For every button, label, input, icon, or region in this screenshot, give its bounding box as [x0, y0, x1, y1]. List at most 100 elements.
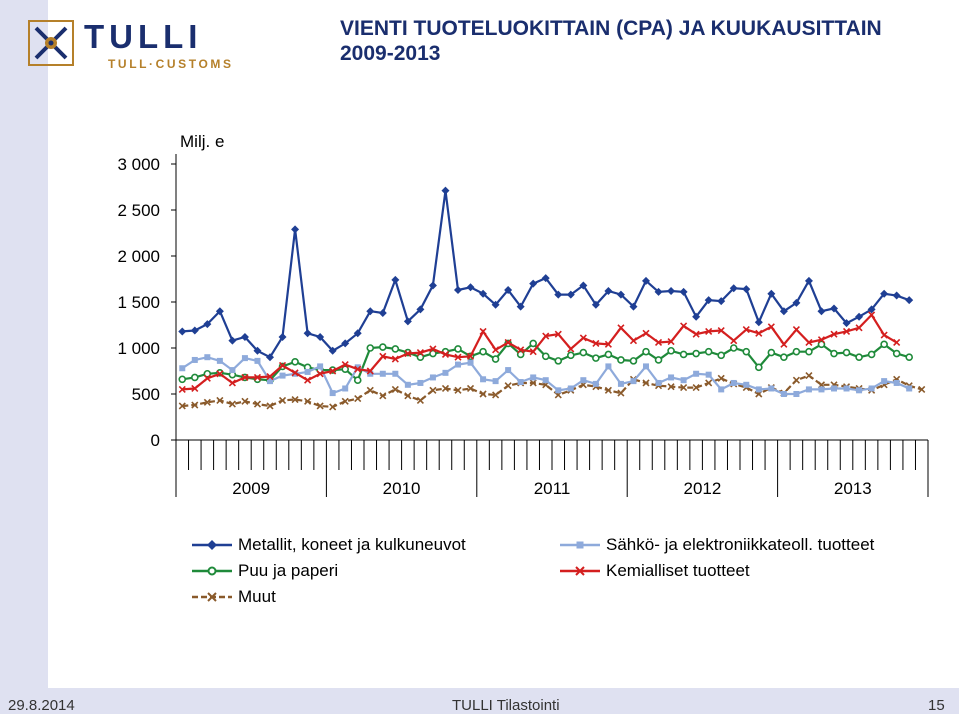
- data-point: [178, 402, 186, 410]
- data-point: [705, 379, 713, 387]
- data-point: [416, 396, 424, 405]
- legend-item-sahko: Sähkö- ja elektroniikkateoll. tuotteet: [560, 534, 874, 556]
- data-point: [742, 285, 751, 294]
- data-point: [817, 307, 826, 316]
- data-point: [341, 360, 349, 369]
- data-point: [868, 311, 876, 319]
- data-point: [466, 283, 475, 292]
- data-point: [742, 326, 750, 334]
- data-point: [554, 357, 563, 365]
- data-point: [830, 349, 838, 358]
- data-point: [455, 361, 461, 368]
- data-point: [881, 378, 888, 385]
- data-point: [754, 318, 763, 327]
- logo-subtitle: TULL·CUSTOMS: [108, 57, 234, 71]
- data-point: [867, 350, 876, 359]
- legend-marker-diamond-icon: [192, 540, 232, 550]
- legend-label: Sähkö- ja elektroniikkateoll. tuotteet: [606, 535, 875, 554]
- data-point: [228, 379, 236, 387]
- legend-marker-x-icon: [560, 566, 600, 576]
- left-decor-bar: [0, 0, 48, 714]
- data-point: [429, 374, 436, 381]
- data-point: [855, 324, 863, 332]
- data-point: [617, 356, 625, 364]
- data-point: [529, 279, 538, 288]
- data-point: [704, 347, 713, 356]
- data-point: [805, 372, 813, 380]
- data-point: [441, 350, 450, 359]
- data-point: [642, 347, 650, 356]
- data-point: [203, 369, 212, 378]
- data-point: [228, 336, 237, 345]
- data-point: [266, 353, 274, 362]
- data-point: [580, 377, 587, 384]
- data-point: [517, 346, 525, 354]
- data-point: [630, 378, 637, 385]
- data-point: [779, 307, 788, 316]
- data-point: [767, 289, 776, 298]
- data-point: [278, 396, 287, 405]
- customs-emblem-icon: [28, 20, 74, 66]
- data-point: [454, 386, 462, 394]
- data-point: [378, 309, 387, 318]
- legend-item-muut: Muut: [192, 586, 276, 608]
- data-point: [780, 391, 787, 397]
- series-line-4: [182, 313, 898, 391]
- data-point: [480, 376, 487, 383]
- data-point: [392, 370, 399, 377]
- data-point: [692, 383, 700, 392]
- data-point: [592, 380, 599, 387]
- data-point: [429, 349, 437, 358]
- data-point: [267, 378, 273, 385]
- data-point: [203, 374, 211, 382]
- data-point: [442, 369, 449, 376]
- data-point: [742, 347, 751, 356]
- data-point: [605, 363, 612, 370]
- data-point: [892, 349, 901, 358]
- legend-label: Metallit, koneet ja kulkuneuvot: [238, 535, 466, 554]
- data-point: [342, 385, 349, 392]
- data-point: [517, 379, 524, 386]
- data-point: [617, 380, 624, 387]
- data-point: [179, 365, 186, 372]
- data-point: [604, 286, 613, 295]
- data-point: [228, 400, 236, 408]
- data-point: [328, 346, 337, 355]
- data-point: [755, 386, 762, 393]
- data-point: [554, 290, 563, 299]
- data-point: [266, 372, 274, 381]
- data-point: [279, 372, 286, 379]
- data-point: [379, 352, 387, 360]
- data-point: [680, 377, 687, 384]
- data-point: [730, 379, 737, 386]
- data-point: [893, 338, 901, 347]
- data-point: [240, 332, 249, 341]
- data-point: [404, 349, 412, 358]
- data-point: [592, 339, 600, 347]
- data-point: [216, 370, 224, 378]
- legend-marker-square-icon: [560, 541, 600, 549]
- data-point: [441, 384, 450, 393]
- data-point: [203, 398, 211, 406]
- data-point: [216, 396, 224, 405]
- data-point: [291, 395, 299, 404]
- data-point: [391, 275, 400, 284]
- data-point: [842, 319, 851, 328]
- data-point: [591, 300, 600, 309]
- data-point: [780, 340, 788, 348]
- data-point: [693, 370, 700, 377]
- data-point: [705, 371, 712, 378]
- data-point: [354, 365, 362, 373]
- y-tick-label: 2 000: [117, 247, 160, 266]
- data-point: [241, 355, 248, 362]
- data-point: [366, 386, 374, 394]
- data-point: [304, 368, 311, 375]
- data-point: [253, 400, 262, 408]
- series-line-2: [182, 374, 923, 409]
- data-point: [717, 374, 725, 382]
- data-point: [215, 307, 224, 316]
- data-point: [529, 348, 537, 356]
- data-point: [303, 329, 312, 338]
- data-point: [793, 391, 800, 397]
